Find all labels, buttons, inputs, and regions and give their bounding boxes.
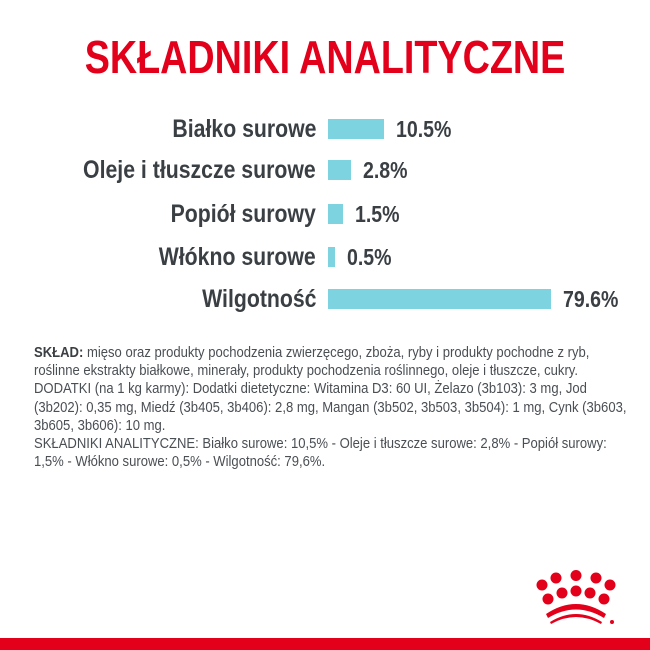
bar [328,289,551,309]
category-label: Wilgotność [201,285,316,313]
bar [328,119,385,139]
sklad-label: SKŁAD: [34,344,84,361]
analityczne-text: SKŁADNIKI ANALITYCZNE: Białko surowe: 10… [34,435,607,471]
category-label: Włókno surowe [158,243,316,271]
bar [328,247,336,267]
value-label: 2.8% [362,157,408,183]
bar [328,204,343,224]
category-label: Oleje i tłuszcze surowe [83,156,316,184]
sklad-text: mięso oraz produkty pochodzenia zwierzęc… [34,344,590,380]
category-label: Białko surowe [171,115,316,143]
value-label: 10.5% [396,116,452,142]
value-label: 0.5% [347,244,392,270]
dodatki-text: DODATKI (na 1 kg karmy): Dodatki dietety… [34,380,627,434]
value-label: 1.5% [354,201,400,227]
category-label: Popiół surowy [170,200,316,228]
bar-row: Popiół surowy 1.5% [0,200,650,228]
bar [328,160,351,180]
bar-row: Wilgotność 79.6% [0,285,650,313]
bar-row: Białko surowe 10.5% [0,115,650,143]
chart-title: SKŁADNIKI ANALITYCZNE [84,31,566,83]
composition-text: SKŁAD: mięso oraz produkty pochodzenia z… [34,344,627,471]
brand-footer-bar [0,638,650,650]
bar-row: Włókno surowe 0.5% [0,243,650,271]
royal-canin-logo-icon [536,570,616,624]
value-label: 79.6% [563,286,619,312]
bar-row: Oleje i tłuszcze surowe 2.8% [0,156,650,184]
